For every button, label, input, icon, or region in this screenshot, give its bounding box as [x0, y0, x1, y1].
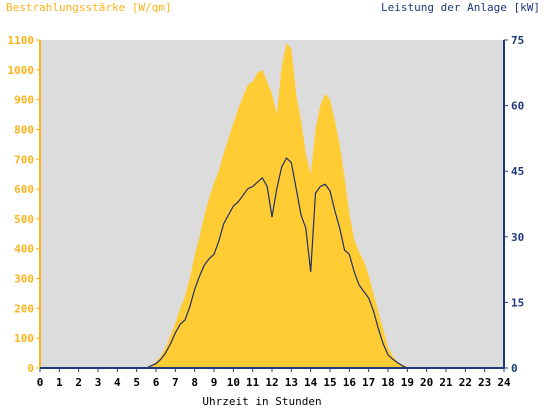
- x-tick-label: 4: [114, 376, 121, 389]
- power-line: [40, 157, 504, 369]
- x-tick-label: 1: [56, 376, 63, 389]
- x-tick-label: 20: [420, 376, 433, 389]
- left-axis-title: Bestrahlungsstärke [W/qm]: [6, 1, 172, 14]
- x-tick-label: 22: [459, 376, 472, 389]
- x-tick-label: 21: [439, 376, 453, 389]
- y-left-tick-label: 500: [14, 213, 34, 226]
- x-tick-label: 10: [227, 376, 240, 389]
- x-tick-label: 11: [246, 376, 260, 389]
- x-tick-label: 2: [75, 376, 82, 389]
- y-left-tick-label: 200: [14, 302, 34, 315]
- x-tick-label: 5: [133, 376, 140, 389]
- y-right-tick-label: 0: [511, 362, 518, 375]
- x-tick-label: 16: [343, 376, 357, 389]
- power-series: [40, 157, 504, 369]
- x-tick-label: 0: [37, 376, 44, 389]
- y-left-tick-label: 400: [14, 243, 34, 256]
- y-left-tick-label: 0: [27, 362, 34, 375]
- x-tick-label: 8: [191, 376, 198, 389]
- y-left-tick-label: 900: [14, 94, 34, 107]
- x-tick-label: 18: [381, 376, 394, 389]
- x-tick-label: 3: [95, 376, 102, 389]
- y-right-tick-label: 30: [511, 231, 524, 244]
- x-tick-label: 13: [285, 376, 298, 389]
- y-right-tick-label: 45: [511, 165, 524, 178]
- right-axis-title: Leistung der Anlage [kW]: [381, 1, 540, 14]
- y-left-tick-label: 600: [14, 183, 34, 196]
- y-left-tick-label: 700: [14, 153, 34, 166]
- x-tick-label: 6: [153, 376, 160, 389]
- x-tick-label: 24: [497, 376, 511, 389]
- y-left-tick-label: 1100: [8, 34, 35, 47]
- x-tick-label: 19: [401, 376, 414, 389]
- x-tick-label: 7: [172, 376, 179, 389]
- x-tick-label: 12: [265, 376, 278, 389]
- axes: [36, 39, 508, 372]
- y-right-tick-label: 75: [511, 34, 524, 47]
- y-left-tick-label: 1000: [8, 64, 35, 77]
- x-tick-label: 15: [323, 376, 336, 389]
- x-tick-label: 9: [211, 376, 218, 389]
- irradiance-area: [40, 43, 504, 368]
- y-right-tick-label: 60: [511, 100, 524, 113]
- x-tick-label: 23: [478, 376, 491, 389]
- irradiance-series: [40, 43, 504, 368]
- tick-labels: 0 1 2 3 4 5 6 7 8 9 10 11 12 13 14 15 16 17 18 19 20 21 22 23 24…: [8, 34, 525, 389]
- y-right-tick-label: 15: [511, 296, 524, 309]
- y-left-tick-label: 100: [14, 332, 34, 345]
- y-left-tick-label: 300: [14, 273, 34, 286]
- x-tick-label: 14: [304, 376, 318, 389]
- y-left-tick-label: 800: [14, 123, 34, 136]
- x-tick-label: 17: [362, 376, 375, 389]
- x-axis-title: Uhrzeit in Stunden: [202, 395, 321, 408]
